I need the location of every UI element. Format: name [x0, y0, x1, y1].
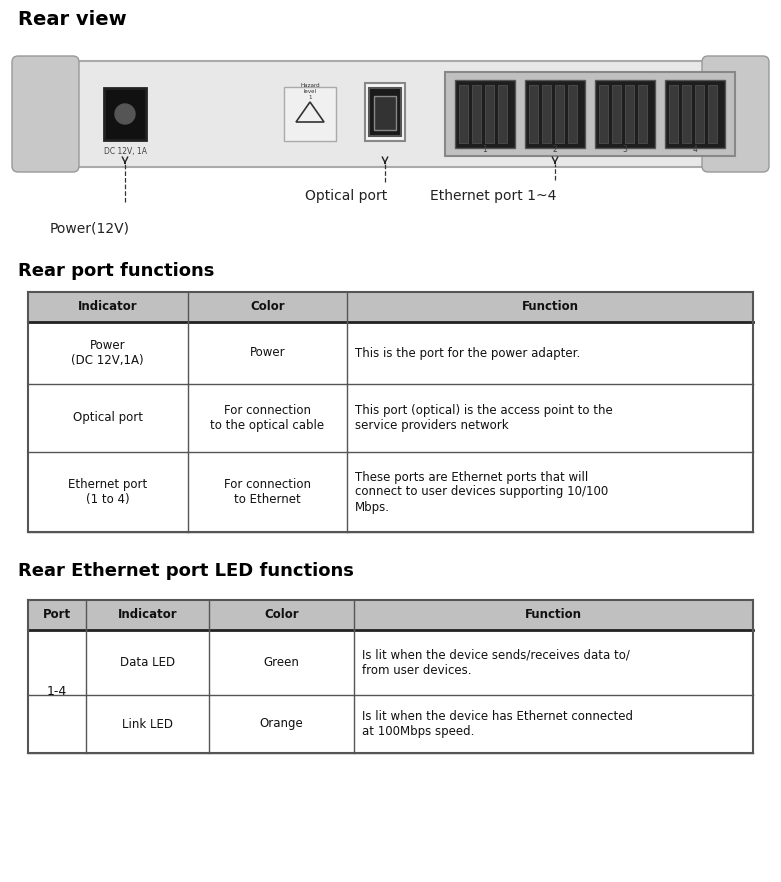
Bar [374, 96, 396, 130]
Text: Green: Green [264, 656, 300, 669]
FancyBboxPatch shape [30, 61, 751, 167]
Text: For connection
to the optical cable: For connection to the optical cable [210, 404, 324, 432]
Bar [638, 85, 647, 143]
Bar [445, 72, 735, 156]
Text: Optical port: Optical port [73, 412, 143, 424]
Bar [625, 85, 634, 143]
FancyBboxPatch shape [702, 56, 769, 172]
Bar [555, 85, 564, 143]
Bar [665, 80, 725, 148]
Bar [472, 85, 481, 143]
Bar [542, 85, 551, 143]
FancyBboxPatch shape [12, 56, 79, 172]
Text: This port (optical) is the access point to the
service providers network: This port (optical) is the access point … [355, 404, 613, 432]
Text: 1: 1 [483, 145, 487, 154]
Bar [485, 85, 494, 143]
Text: This is the port for the power adapter.: This is the port for the power adapter. [355, 347, 580, 360]
Text: Optical port: Optical port [305, 189, 387, 203]
Bar [28, 630, 753, 695]
Text: Color: Color [265, 609, 299, 622]
Bar [104, 88, 146, 140]
Bar [612, 85, 621, 143]
Text: Link LED: Link LED [122, 717, 173, 730]
Text: Orange: Orange [260, 717, 304, 730]
Text: Function: Function [522, 301, 579, 313]
Bar [529, 85, 538, 143]
Bar [28, 600, 753, 630]
Text: Function: Function [525, 609, 582, 622]
Text: 3: 3 [622, 145, 627, 154]
Bar [595, 80, 655, 148]
Text: Power
(DC 12V,1A): Power (DC 12V,1A) [71, 339, 144, 367]
Bar [28, 322, 753, 384]
Bar [365, 83, 405, 141]
Text: 1-4: 1-4 [47, 685, 67, 698]
Bar [28, 452, 753, 532]
Text: For connection
to Ethernet: For connection to Ethernet [223, 478, 311, 506]
Bar [682, 85, 691, 143]
Text: Indicator: Indicator [118, 609, 177, 622]
Bar [28, 695, 753, 753]
Bar [28, 292, 753, 322]
Bar [498, 85, 507, 143]
Text: Color: Color [250, 301, 284, 313]
Text: Is lit when the device sends/receives data to/
from user devices.: Is lit when the device sends/receives da… [362, 648, 630, 676]
Text: Power(12V): Power(12V) [50, 222, 130, 236]
Bar [525, 80, 585, 148]
Bar [28, 384, 753, 452]
Bar [669, 85, 678, 143]
Text: Rear port functions: Rear port functions [18, 262, 214, 280]
Bar [599, 85, 608, 143]
Text: Data LED: Data LED [120, 656, 175, 669]
Bar [459, 85, 468, 143]
Text: Ethernet port 1~4: Ethernet port 1~4 [430, 189, 556, 203]
Text: Indicator: Indicator [78, 301, 137, 313]
Text: Is lit when the device has Ethernet connected
at 100Mbps speed.: Is lit when the device has Ethernet conn… [362, 710, 633, 738]
Bar [568, 85, 577, 143]
Text: Hazard
level
1: Hazard level 1 [300, 84, 319, 100]
Text: These ports are Ethernet ports that will
connect to user devices supporting 10/1: These ports are Ethernet ports that will… [355, 470, 608, 513]
Text: 2: 2 [553, 145, 558, 154]
Bar [369, 88, 401, 136]
Bar [455, 80, 515, 148]
Bar [695, 85, 704, 143]
Text: Ethernet port
(1 to 4): Ethernet port (1 to 4) [68, 478, 148, 506]
Text: Power: Power [249, 347, 285, 360]
Text: DC 12V, 1A: DC 12V, 1A [104, 147, 147, 156]
Bar [284, 87, 336, 141]
Text: Rear Ethernet port LED functions: Rear Ethernet port LED functions [18, 562, 354, 580]
Text: Port: Port [43, 609, 71, 622]
Text: 4: 4 [693, 145, 697, 154]
Circle shape [115, 104, 135, 124]
Bar [708, 85, 717, 143]
Text: Rear view: Rear view [18, 10, 127, 29]
